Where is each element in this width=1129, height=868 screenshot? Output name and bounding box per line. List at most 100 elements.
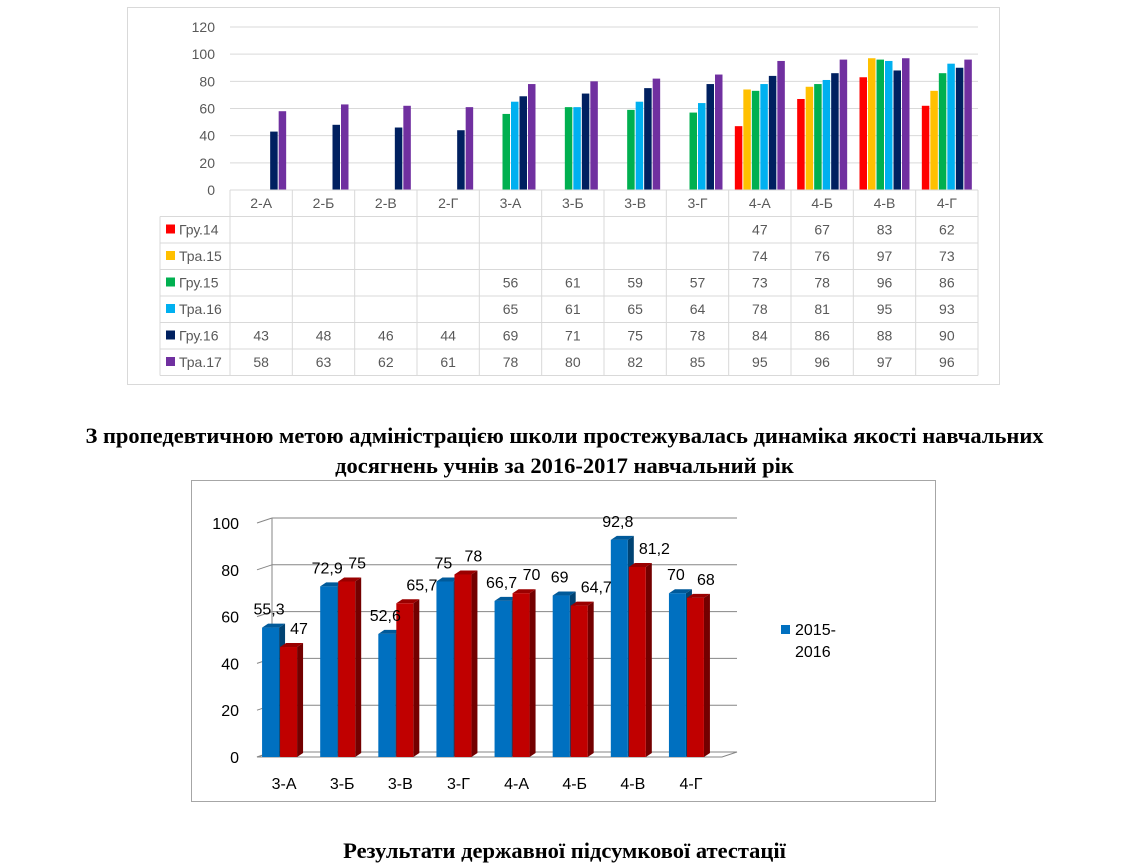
bar: [698, 103, 706, 190]
category-label: 3-В: [388, 776, 413, 793]
bar: [734, 126, 743, 190]
category-label: 4-А: [749, 195, 771, 211]
bar: [822, 79, 831, 190]
table-value: 88: [877, 328, 893, 344]
bar: [839, 59, 848, 190]
y-tick-label: 100: [212, 516, 239, 533]
legend-label: Тра.15: [179, 248, 222, 264]
legend-label: Гру.16: [179, 328, 219, 344]
bar-front: [262, 627, 280, 757]
bar-top: [512, 589, 536, 594]
category-label: 2-В: [375, 195, 397, 211]
table-value: 61: [565, 275, 581, 291]
bar: [768, 75, 777, 190]
legend-key: [166, 224, 175, 234]
bar: [635, 101, 644, 190]
bar: [502, 113, 510, 190]
bar: [590, 81, 598, 190]
bar-top: [668, 589, 692, 594]
bar-front: [668, 593, 686, 757]
category-label: 3-В: [624, 195, 646, 211]
bar: [332, 124, 340, 190]
table-value: 62: [378, 354, 394, 370]
bar-top: [338, 577, 362, 582]
bar-front: [280, 647, 298, 757]
table-value: 63: [316, 354, 332, 370]
data-label: 75: [348, 556, 366, 573]
bar: [581, 93, 590, 190]
bar: [885, 60, 893, 191]
category-label: 2-А: [250, 195, 272, 211]
category-label: 3-Б: [562, 195, 584, 211]
data-label: 47: [290, 621, 308, 638]
data-label: 75: [435, 556, 453, 573]
table-value: 58: [253, 354, 269, 370]
bar-front: [686, 597, 704, 757]
legend-key: [166, 304, 175, 313]
quality-dynamics-chart: 0 20 40 60 80 100 120 2-А 2-Б 2-В 2-Г 3-А 3-Б 3-В 3-Г 4…: [127, 7, 1000, 385]
category-label: 4-Б: [811, 195, 833, 211]
table-value: 65: [627, 301, 643, 317]
table-value: 56: [503, 275, 519, 291]
table-value: 78: [690, 328, 706, 344]
table-value: 61: [440, 354, 456, 370]
bar-top: [436, 577, 460, 582]
bar: [628, 562, 652, 757]
table-value: 48: [316, 328, 332, 344]
data-label: 52,6: [370, 608, 401, 625]
bar-front: [396, 603, 414, 757]
bar: [564, 107, 573, 190]
legend-label: Тра.17: [179, 354, 222, 370]
bar: [876, 59, 884, 190]
table-value: 97: [877, 354, 893, 370]
bar: [512, 589, 536, 757]
bar-front: [320, 586, 338, 757]
table-value: 95: [877, 301, 893, 317]
bar: [652, 78, 661, 190]
bar: [338, 577, 362, 757]
bar: [528, 84, 536, 190]
category-label: 3-Б: [330, 776, 355, 793]
bar: [947, 63, 955, 190]
table-value: 62: [939, 222, 955, 238]
bar: [511, 101, 519, 190]
bar: [893, 70, 901, 190]
table-value: 84: [752, 328, 768, 344]
table-value: 73: [939, 248, 955, 264]
legend-label: Гру.15: [179, 275, 219, 291]
data-label: 64,7: [581, 580, 612, 597]
bar: [938, 73, 947, 190]
table-value: 64: [690, 301, 706, 317]
bar-top: [320, 582, 344, 587]
y-tick-label: 0: [230, 750, 239, 767]
data-label: 66,7: [486, 575, 517, 592]
bar-top: [280, 643, 304, 648]
data-label: 65,7: [406, 577, 437, 594]
y-tick-label: 80: [221, 563, 239, 580]
table-value: 61: [565, 301, 581, 317]
data-label: 69: [551, 570, 569, 587]
bar-side: [587, 601, 594, 757]
table-value: 74: [752, 248, 768, 264]
gridline-side: [256, 611, 273, 618]
attestation-results-chart: 0 20 40 60 80 100 3-А 3-Б 3-В 3-Г 4-А 4-Б 4-В 4-Г 55,3…: [191, 480, 936, 802]
table-value: 69: [503, 328, 519, 344]
bar-front: [512, 593, 530, 757]
legend-label: Гру.14: [179, 222, 219, 238]
bar: [797, 98, 805, 190]
bar: [519, 96, 527, 190]
bar: [465, 107, 474, 190]
table-value: 73: [752, 275, 768, 291]
section-heading-line-1: З пропедевтичною метою адміністрацією шк…: [85, 423, 1044, 448]
y-tick-label: 60: [221, 610, 239, 627]
bar: [921, 105, 930, 190]
bar: [454, 570, 478, 757]
category-label: 4-Г: [937, 195, 957, 211]
y-tick-label: 40: [199, 128, 215, 144]
bar: [280, 643, 304, 757]
gridline-side: [256, 517, 273, 524]
category-label: 3-Г: [687, 195, 707, 211]
bar: [743, 89, 751, 190]
bar-side: [355, 577, 362, 757]
legend-label: Тра.16: [179, 301, 222, 317]
